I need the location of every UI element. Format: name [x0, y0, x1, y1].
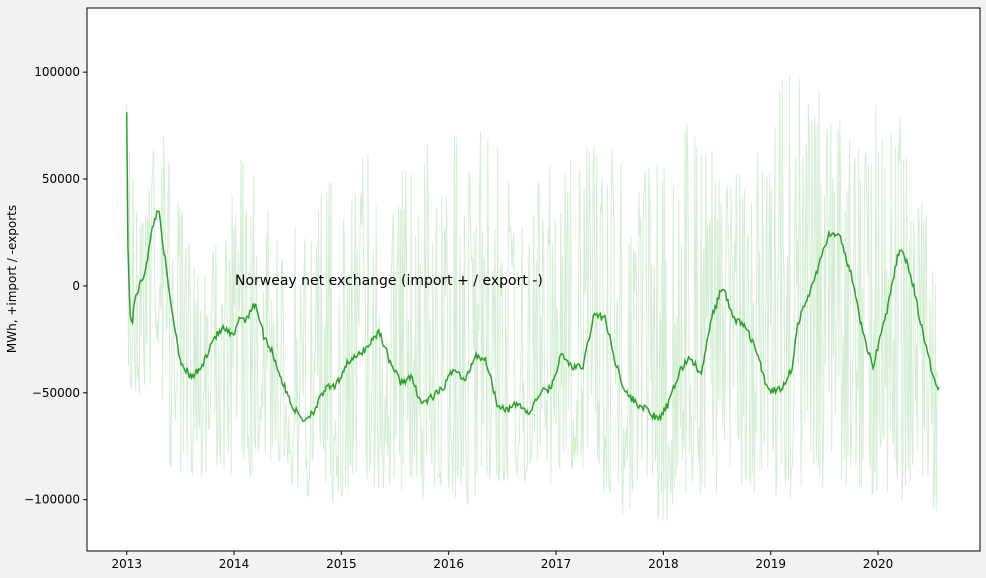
raw-daily-line [126, 74, 938, 522]
smoothed-series-line [125, 112, 940, 423]
x-tick-label: 2019 [755, 557, 786, 571]
y-tick-label: 0 [72, 279, 80, 293]
y-tick-label: 50000 [42, 172, 80, 186]
x-tick-label: 2013 [111, 557, 142, 571]
x-tick-label: 2017 [541, 557, 572, 571]
y-tick-label: 100000 [34, 65, 80, 79]
x-tick-label: 2020 [863, 557, 894, 571]
y-axis: 100000 50000 0 −50000 −100000 [24, 65, 87, 507]
annotation-text: Norweay net exchange (import + / export … [235, 273, 543, 289]
x-tick-label: 2014 [219, 557, 250, 571]
plot-frame [86, 7, 981, 552]
y-tick-label: −50000 [32, 386, 80, 400]
raw-daily-series [126, 74, 938, 522]
x-tick-label: 2015 [326, 557, 357, 571]
x-tick-label: 2016 [433, 557, 464, 571]
y-tick-label: −100000 [24, 493, 80, 507]
x-tick-label: 2018 [648, 557, 679, 571]
x-axis: 2013 2014 2015 2016 2017 2018 2019 2020 [111, 551, 893, 571]
y-axis-label: MWh, +import / -exports [5, 205, 19, 353]
